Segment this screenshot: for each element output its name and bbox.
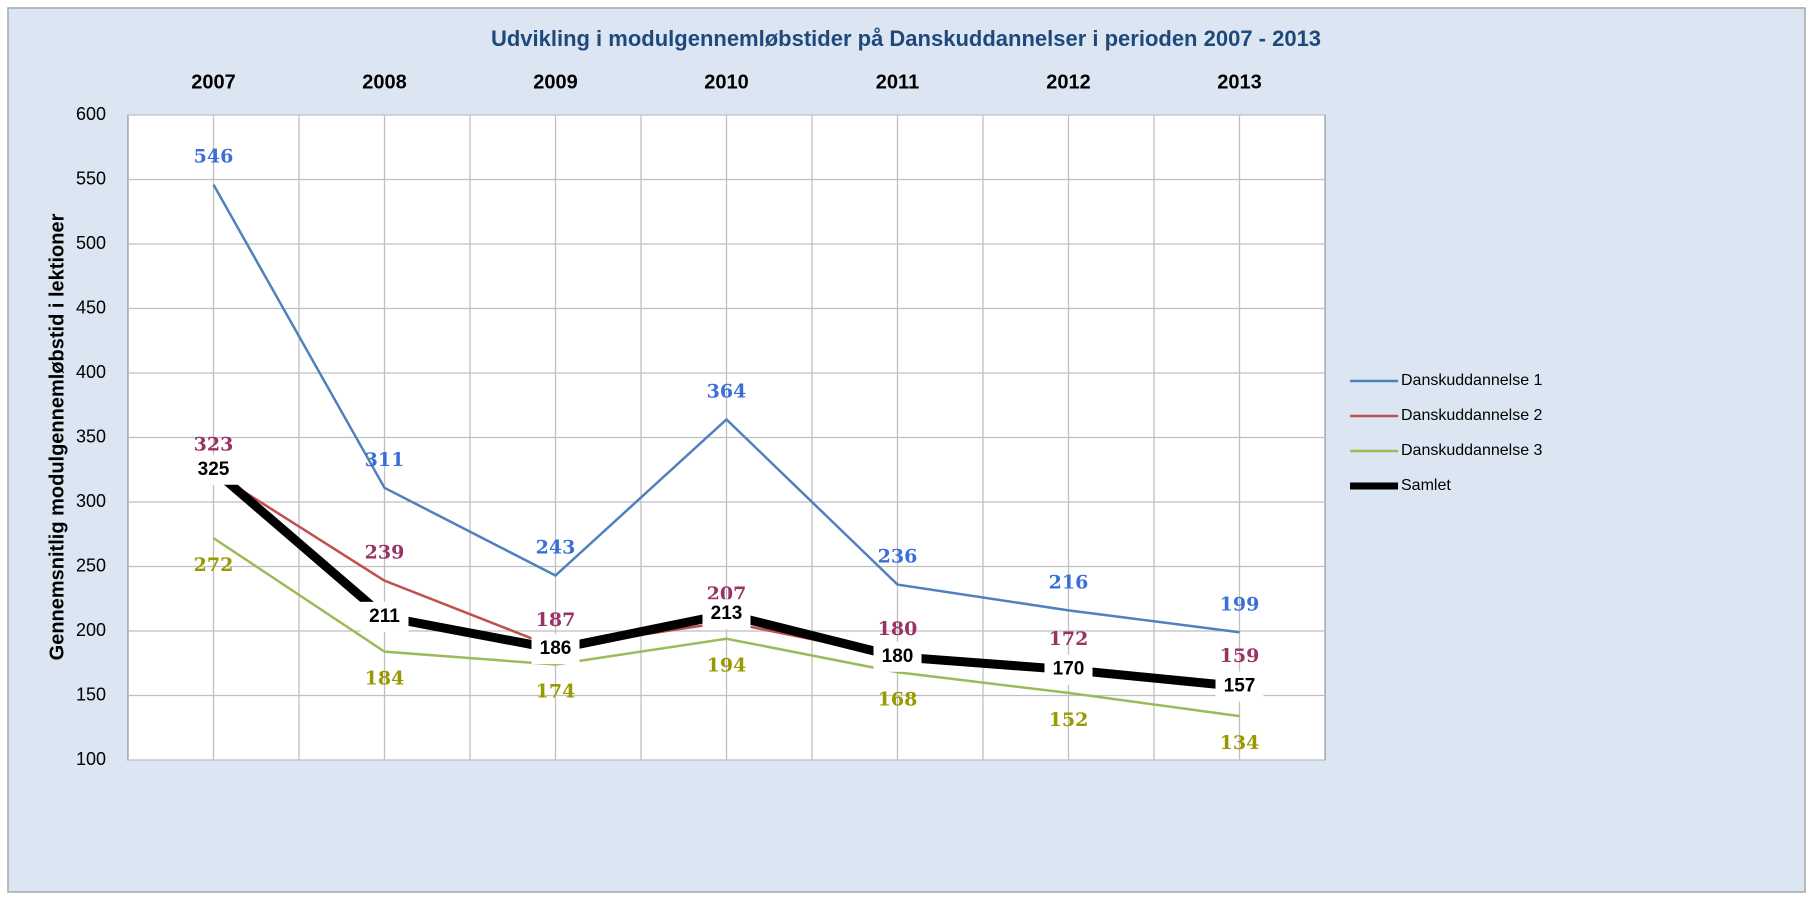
x-tick-label: 2013 (1217, 71, 1262, 93)
data-label-background (360, 601, 409, 632)
x-tick-label: 2008 (362, 71, 407, 93)
x-tick-label: 2011 (876, 71, 919, 93)
y-tick-label: 600 (76, 104, 106, 124)
data-label: 364 (707, 380, 747, 402)
data-label: 239 (365, 542, 405, 564)
data-label: 174 (536, 681, 576, 703)
data-label: 211 (369, 606, 400, 627)
y-tick-label: 250 (76, 555, 106, 575)
data-label-background (1215, 671, 1264, 702)
data-label: 272 (194, 554, 234, 576)
data-label: 199 (1220, 593, 1260, 615)
data-label: 311 (365, 449, 405, 471)
data-label: 159 (1220, 645, 1260, 667)
data-label: 180 (878, 618, 918, 640)
data-label: 134 (1220, 732, 1260, 754)
y-tick-label: 400 (76, 362, 106, 382)
x-tick-label: 2007 (191, 71, 236, 93)
legend-label: Samlet (1401, 477, 1451, 494)
chart-title: Udvikling i modulgennemløbstider på Dans… (491, 26, 1321, 51)
data-label: 194 (707, 655, 747, 677)
data-label: 152 (1049, 709, 1089, 731)
y-tick-label: 450 (76, 297, 106, 317)
data-label: 170 (1053, 659, 1085, 680)
legend-label: Danskuddannelse 1 (1401, 372, 1543, 389)
data-label: 213 (711, 603, 743, 624)
data-label: 186 (540, 638, 572, 659)
y-axis-label: Gennemsnitlig modulgennemløbstid i lekti… (46, 213, 68, 660)
series-line (212, 184, 1240, 634)
x-tick-label: 2009 (533, 71, 578, 93)
data-label-background (1044, 654, 1093, 685)
data-label: 184 (365, 668, 405, 690)
y-tick-label: 200 (76, 620, 106, 640)
y-tick-label: 550 (76, 168, 106, 188)
y-tick-label: 150 (76, 684, 106, 704)
y-tick-label: 300 (76, 491, 106, 511)
data-label-background (873, 641, 922, 672)
legend-label: Danskuddannelse 2 (1401, 407, 1543, 424)
data-label-background (702, 599, 751, 630)
x-tick-label: 2012 (1046, 71, 1091, 93)
data-label-background (531, 634, 580, 665)
data-label: 325 (198, 459, 230, 480)
data-label: 216 (1049, 571, 1089, 593)
data-label: 180 (882, 646, 914, 667)
y-tick-label: 500 (76, 233, 106, 253)
data-label: 168 (878, 688, 918, 710)
x-tick-label: 2010 (704, 71, 749, 93)
series-line (212, 537, 1240, 718)
legend-label: Danskuddannelse 3 (1401, 442, 1543, 459)
data-label: 187 (536, 609, 576, 631)
data-label: 236 (878, 546, 918, 568)
y-tick-label: 350 (76, 426, 106, 446)
data-label: 323 (194, 433, 234, 455)
data-label-background (189, 454, 238, 485)
data-label: 157 (1224, 675, 1256, 696)
data-label: 243 (536, 537, 576, 559)
data-label: 546 (194, 146, 234, 168)
y-tick-label: 100 (76, 749, 106, 769)
data-label: 172 (1049, 628, 1089, 650)
